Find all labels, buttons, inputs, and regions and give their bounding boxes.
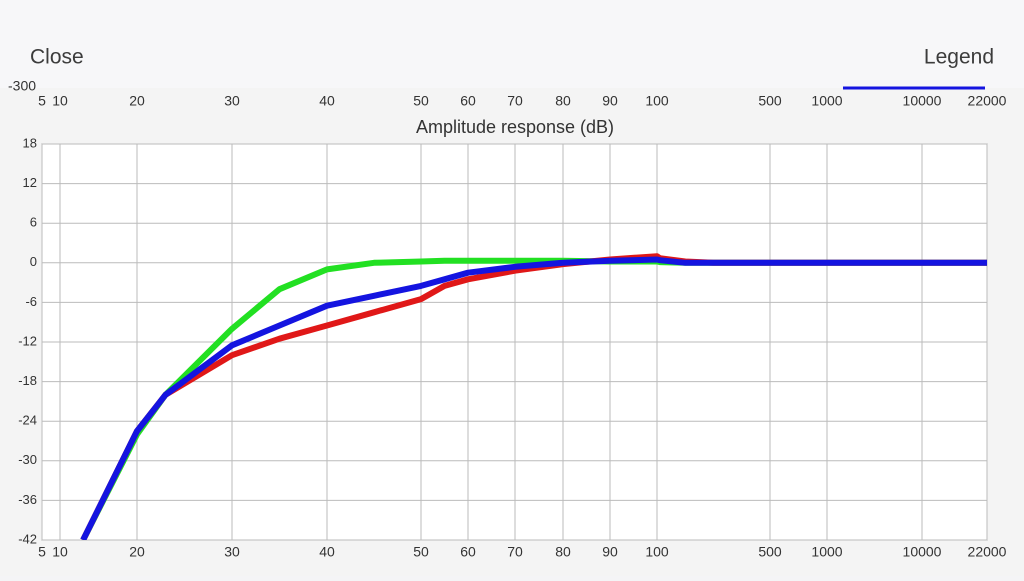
x-tick-label-top: 90 (602, 93, 618, 109)
x-tick-label-top: 60 (460, 93, 476, 109)
x-tick-label: 5 (38, 544, 46, 560)
chart-title: Amplitude response (dB) (416, 117, 614, 137)
x-tick-label: 100 (645, 544, 669, 560)
y-tick-label: -18 (18, 373, 37, 388)
x-tick-label: 80 (555, 544, 571, 560)
y-tick-label: -30 (18, 452, 37, 467)
y-tick-label: 12 (23, 175, 37, 190)
header-bar (0, 0, 1024, 88)
y-tick-label: -36 (18, 492, 37, 507)
x-tick-label-top: 100 (645, 93, 669, 109)
x-tick-label: 22000 (968, 544, 1007, 560)
x-tick-label: 10 (52, 544, 68, 560)
x-tick-label: 60 (460, 544, 476, 560)
x-tick-label-top: 10 (52, 93, 68, 109)
x-tick-label: 1000 (811, 544, 842, 560)
close-button[interactable]: Close (30, 46, 84, 69)
y-tick-label: 0 (30, 254, 37, 269)
x-tick-label: 50 (413, 544, 429, 560)
x-tick-label-top: 22000 (968, 93, 1007, 109)
y-tick-label: 6 (30, 215, 37, 230)
x-tick-label-top: 500 (758, 93, 782, 109)
x-tick-label: 40 (319, 544, 335, 560)
x-tick-label-top: 40 (319, 93, 335, 109)
x-tick-label-top: 30 (224, 93, 240, 109)
x-tick-label-top: 80 (555, 93, 571, 109)
x-tick-label-top: 20 (129, 93, 145, 109)
y-tick-label: 18 (23, 135, 37, 150)
x-tick-label-top: 10000 (903, 93, 942, 109)
y-tick-label: -12 (18, 333, 37, 348)
y-tick-label: -24 (18, 413, 37, 428)
x-tick-label: 90 (602, 544, 618, 560)
x-tick-label-top: 1000 (811, 93, 842, 109)
series-line (80, 256, 987, 540)
x-tick-label: 500 (758, 544, 782, 560)
x-tick-label-top: 5 (38, 93, 46, 109)
x-tick-label-top: 50 (413, 93, 429, 109)
x-tick-label: 30 (224, 544, 240, 560)
x-tick-label-top: 70 (507, 93, 523, 109)
x-tick-label: 20 (129, 544, 145, 560)
y-tick-label: -42 (18, 531, 37, 546)
legend-button[interactable]: Legend (924, 46, 994, 69)
cropped-axis-label: -300 (8, 78, 36, 94)
x-tick-label: 10000 (903, 544, 942, 560)
y-tick-label: -6 (25, 294, 37, 309)
x-tick-label: 70 (507, 544, 523, 560)
